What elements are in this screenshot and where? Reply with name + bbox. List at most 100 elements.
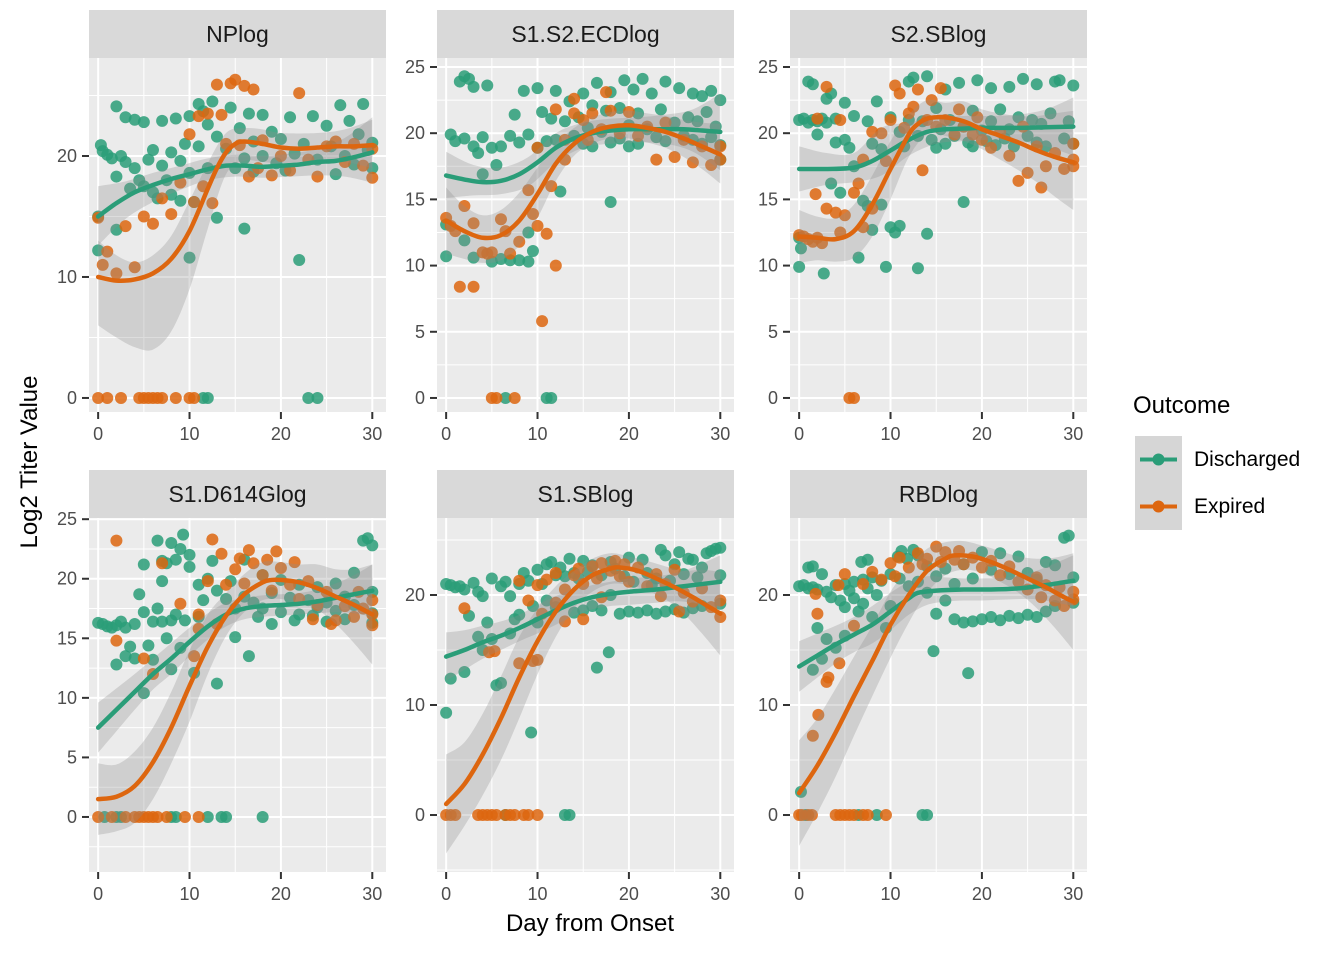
svg-text:10: 10 [57, 267, 77, 287]
svg-text:20: 20 [758, 123, 778, 143]
confidence-band-discharged [98, 564, 373, 753]
facet-S1.SBlog: S1.SBlog 0 10 20 0 10 20 30 [405, 470, 734, 904]
confidence-band-discharged [446, 93, 721, 199]
axes: 0 10 20 0 10 20 30 [758, 585, 1083, 904]
svg-text:25: 25 [405, 57, 425, 77]
svg-text:0: 0 [441, 424, 451, 444]
legend-title: Outcome [1133, 392, 1231, 419]
svg-text:20: 20 [758, 585, 778, 605]
svg-text:5: 5 [415, 322, 425, 342]
legend-key-discharged: Discharged [1128, 436, 1333, 483]
smooth-line-discharged [796, 124, 1076, 172]
svg-text:30: 30 [1063, 884, 1083, 904]
facet-strip [790, 470, 1087, 518]
svg-text:0: 0 [794, 424, 804, 444]
smooth-line-expired [443, 565, 723, 807]
svg-text:30: 30 [362, 424, 382, 444]
facet-strip [437, 470, 734, 518]
svg-text:20: 20 [972, 424, 992, 444]
svg-text:20: 20 [57, 146, 77, 166]
confidence-band-expired [98, 561, 373, 835]
facet-S2.SBlog: S2.SBlog 0 5 10 15 20 25 0 10 20 30 [758, 10, 1087, 444]
svg-text:5: 5 [67, 747, 77, 767]
svg-text:10: 10 [881, 424, 901, 444]
axes: 0 5 10 15 20 25 0 10 20 30 [405, 57, 730, 444]
confidence-band-expired [799, 99, 1074, 263]
facet-strip-title: S1.SBlog [538, 481, 634, 507]
facet-strip [437, 10, 734, 58]
svg-text:10: 10 [881, 884, 901, 904]
discharged-key-icon [1140, 453, 1177, 466]
svg-text:0: 0 [768, 805, 778, 825]
smooth-line-discharged [796, 578, 1076, 669]
facet-strip [89, 10, 386, 58]
legend-swatch-discharged [1135, 436, 1182, 483]
axes: 0 10 20 0 10 20 30 [57, 146, 382, 444]
expired-key-icon [1140, 500, 1177, 513]
facet-S1.S2.ECDlog: S1.S2.ECDlog 0 5 10 15 20 25 0 10 20 30 [405, 10, 734, 444]
facet-strip-title: S1.D614Glog [168, 481, 306, 507]
facet-strip-title: RBDlog [899, 481, 978, 507]
x-axis-title: Day from Onset [505, 910, 675, 937]
facet-RBDlog: RBDlog 0 10 20 0 10 20 30 [758, 470, 1087, 904]
smooth-line-expired [796, 553, 1076, 796]
points-expired [793, 540, 1080, 822]
y-axis-title: Log2 Titer Value [16, 375, 43, 549]
smooth-line-expired [443, 122, 723, 241]
svg-text:15: 15 [405, 189, 425, 209]
legend: Outcome Discharged Expired [1128, 392, 1333, 530]
confidence-band-discharged [446, 555, 721, 681]
svg-text:10: 10 [528, 884, 548, 904]
svg-text:10: 10 [57, 688, 77, 708]
smooth-line-expired [796, 114, 1076, 242]
facet-strip-title: S2.SBlog [891, 21, 987, 47]
svg-text:10: 10 [758, 256, 778, 276]
svg-text:20: 20 [405, 123, 425, 143]
svg-text:30: 30 [710, 884, 730, 904]
svg-text:0: 0 [93, 884, 103, 904]
svg-text:10: 10 [180, 424, 200, 444]
facet-strip [89, 470, 386, 518]
svg-text:10: 10 [405, 256, 425, 276]
svg-text:20: 20 [405, 585, 425, 605]
svg-text:10: 10 [180, 884, 200, 904]
facet-S1.D614Glog: S1.D614Glog 0 5 10 15 20 25 0 10 20 30 [57, 470, 386, 904]
svg-text:0: 0 [441, 884, 451, 904]
smooth-line-discharged [95, 150, 375, 219]
svg-text:10: 10 [758, 695, 778, 715]
svg-text:0: 0 [415, 805, 425, 825]
svg-text:25: 25 [758, 57, 778, 77]
legend-label-discharged: Discharged [1194, 447, 1301, 471]
legend-label-expired: Expired [1194, 494, 1266, 518]
svg-text:0: 0 [67, 807, 77, 827]
smooth-line-discharged [443, 579, 723, 659]
smooth-line-discharged [95, 588, 375, 730]
confidence-band-discharged [98, 117, 373, 246]
confidence-band-expired [98, 119, 373, 351]
svg-text:10: 10 [528, 424, 548, 444]
facet-strip-title: NPlog [206, 21, 269, 47]
svg-text:30: 30 [710, 424, 730, 444]
svg-text:15: 15 [758, 189, 778, 209]
facet-strip-title: S1.S2.ECDlog [511, 21, 659, 47]
svg-text:25: 25 [57, 509, 77, 529]
svg-text:0: 0 [93, 424, 103, 444]
svg-text:10: 10 [405, 695, 425, 715]
legend-key-expired: Expired [1128, 483, 1333, 530]
svg-text:0: 0 [794, 884, 804, 904]
legend-swatch-expired [1135, 483, 1182, 530]
svg-text:0: 0 [415, 388, 425, 408]
axes: 0 5 10 15 20 25 0 10 20 30 [758, 57, 1083, 444]
svg-text:20: 20 [57, 569, 77, 589]
confidence-band-discharged [799, 97, 1074, 192]
svg-text:30: 30 [362, 884, 382, 904]
svg-text:20: 20 [619, 884, 639, 904]
svg-text:0: 0 [67, 388, 77, 408]
svg-text:0: 0 [768, 388, 778, 408]
facet-strip [790, 10, 1087, 58]
axes: 0 10 20 0 10 20 30 [405, 585, 730, 904]
svg-text:30: 30 [1063, 424, 1083, 444]
svg-text:20: 20 [271, 884, 291, 904]
panel-background [89, 58, 386, 412]
svg-text:20: 20 [619, 424, 639, 444]
